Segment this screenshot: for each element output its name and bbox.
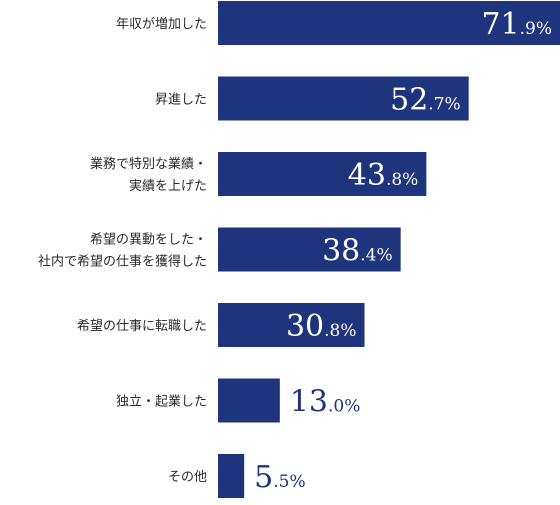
- category-label-6-0: その他: [168, 470, 207, 485]
- value-label-2: 43.8%: [348, 158, 419, 193]
- value-label-4: 30.8%: [286, 309, 357, 344]
- category-label-2-1: 実績を上げた: [129, 178, 207, 194]
- value-int-6: 5: [254, 460, 273, 495]
- value-int-1: 52: [390, 83, 428, 118]
- bar-0: [218, 1, 560, 45]
- bar-4: [218, 303, 365, 347]
- category-label-5-0: 独立・起業した: [116, 394, 207, 410]
- value-dec-3: .4%: [360, 246, 392, 266]
- bar-2: [218, 152, 427, 196]
- bar-3: [218, 227, 401, 272]
- category-label-2-0: 業務で特別な業績・: [90, 156, 207, 172]
- value-dec-2: .8%: [386, 170, 418, 190]
- value-dec-1: .7%: [428, 95, 460, 115]
- value-dec-4: .8%: [324, 321, 356, 341]
- value-int-0: 71: [481, 7, 519, 42]
- category-label-1-0: 昇進した: [155, 93, 207, 108]
- category-labels: 年収が増加した昇進した業務で特別な業績・実績を上げた希望の異動をした・社内で希望…: [38, 17, 207, 485]
- value-dec-0: .9%: [520, 19, 552, 39]
- bar-5: [218, 378, 280, 423]
- value-label-5: 13.0%: [290, 385, 361, 420]
- category-label-0-0: 年収が増加した: [116, 17, 207, 32]
- bar-6: [218, 454, 245, 498]
- value-int-4: 30: [286, 309, 324, 344]
- value-label-1: 52.7%: [390, 83, 461, 118]
- bars-layer: [218, 1, 560, 498]
- category-label-4-0: 希望の仕事に転職した: [77, 318, 207, 334]
- value-label-3: 38.4%: [322, 234, 393, 269]
- category-label-3-0: 希望の異動をした・: [90, 232, 207, 248]
- value-dec-6: .5%: [273, 472, 305, 492]
- value-dec-5: .0%: [328, 397, 360, 417]
- bar-1: [218, 76, 469, 121]
- value-labels: 71.9%52.7%43.8%38.4%30.8%13.0%5.5%: [254, 7, 552, 495]
- value-label-6: 5.5%: [254, 460, 305, 495]
- value-int-3: 38: [322, 234, 360, 269]
- category-label-3-1: 社内で希望の仕事を獲得した: [38, 254, 207, 270]
- value-int-2: 43: [348, 158, 386, 193]
- value-label-0: 71.9%: [481, 7, 552, 42]
- value-int-5: 13: [290, 385, 328, 420]
